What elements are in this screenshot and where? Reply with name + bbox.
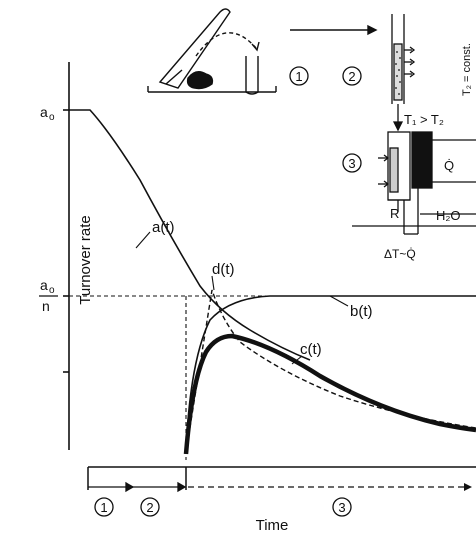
q-dot-label-1: Q̇	[444, 158, 454, 173]
phase-circle-3: 3	[332, 497, 352, 517]
curve-b	[185, 295, 476, 453]
svg-text:a: a	[40, 104, 48, 120]
phase-3-arrowhead	[464, 483, 472, 491]
curve-label-d: d(t)	[211, 261, 235, 291]
phase-2-arrow	[132, 481, 187, 493]
time-axis	[87, 466, 476, 490]
svg-text:2: 2	[348, 69, 355, 84]
scalpel-icon	[158, 8, 231, 89]
svg-text:c(t): c(t)	[300, 341, 322, 358]
curve-label-c: c(t)	[291, 341, 322, 365]
t1-gt-t2-label: T₁ > T₂	[404, 112, 444, 127]
inset-step-2: 2	[342, 66, 362, 86]
r-label: R	[390, 206, 399, 221]
svg-text:1: 1	[295, 69, 302, 84]
svg-text:d(t): d(t)	[212, 261, 235, 278]
y-tick-a0-over-n: a o n	[39, 277, 58, 314]
sample-preparation-illustration	[147, 8, 378, 95]
inset-step-1: 1	[289, 66, 309, 86]
y-axis	[63, 62, 70, 450]
svg-text:o: o	[49, 285, 55, 296]
y-axis-label: Turnover rate	[77, 215, 94, 304]
svg-text:a: a	[40, 277, 48, 293]
phase-circle-1: 1	[94, 497, 114, 517]
inset-step-3: 3	[342, 153, 362, 173]
curve-label-a: a(t)	[135, 219, 175, 249]
curve-d	[185, 289, 476, 453]
phase-1-arrow	[88, 481, 135, 493]
delta-t-label: ΔT~Q̇	[384, 247, 416, 261]
x-axis-label: Time	[256, 517, 289, 534]
reference-lines	[69, 295, 476, 460]
curve-c	[183, 333, 476, 455]
curve-a	[69, 109, 311, 361]
curve-label-b: b(t)	[329, 295, 373, 320]
svg-text:o: o	[49, 112, 55, 123]
y-tick-a0: a o	[40, 104, 55, 123]
calorimeter-illustration	[352, 14, 476, 235]
test-tube-shape	[245, 56, 259, 95]
svg-text:a(t): a(t)	[152, 219, 175, 236]
phase-circle-2: 2	[140, 497, 160, 517]
svg-text:b(t): b(t)	[350, 303, 373, 320]
svg-text:3: 3	[338, 500, 345, 515]
svg-text:n: n	[42, 298, 50, 314]
svg-text:2: 2	[146, 500, 153, 515]
dot-pattern	[395, 51, 401, 95]
svg-text:1: 1	[100, 500, 107, 515]
tissue-sample-shape	[186, 71, 214, 90]
h2o-label: H₂O	[436, 208, 461, 223]
t2-const-label: T₂ = const.	[461, 43, 473, 96]
svg-text:3: 3	[348, 156, 355, 171]
